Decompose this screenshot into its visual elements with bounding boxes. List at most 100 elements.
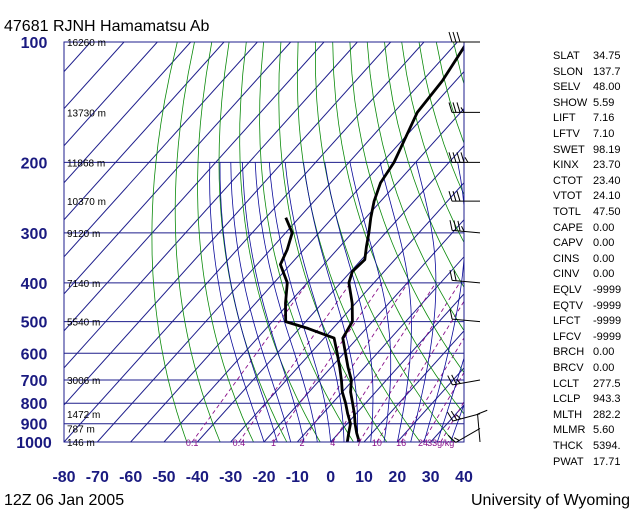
isotherm-line <box>64 42 258 258</box>
index-value: 24.10 <box>593 190 621 203</box>
index-name: MLMR <box>553 424 586 437</box>
index-name: CINS <box>553 252 580 265</box>
wind-barb-staff <box>452 413 481 422</box>
wind-barb-full-feather <box>447 411 454 422</box>
wind-barb-full-feather <box>456 191 461 202</box>
index-name: VTOT <box>553 190 583 203</box>
wind-barb-full-feather <box>452 191 457 202</box>
index-value: -9999 <box>593 299 622 312</box>
index-value: 282.2 <box>593 408 621 421</box>
moist-adiabat-line <box>230 162 292 442</box>
pressure-tick-label: 500 <box>21 315 48 332</box>
index-value: 17.71 <box>593 455 621 468</box>
index-name: CTOT <box>553 174 583 187</box>
mixing-ratio-lines <box>191 282 464 442</box>
pressure-tick-label: 100 <box>21 35 48 52</box>
index-name: MLTH <box>553 408 583 421</box>
moist-adiabat-line <box>242 162 305 442</box>
mixing-ratio-line <box>376 300 464 442</box>
mixing-ratio-label: 0.1 <box>186 438 199 448</box>
index-value: 0.00 <box>593 268 615 281</box>
isotherm-line <box>396 367 464 442</box>
mixing-ratio-label: 7 <box>357 438 362 448</box>
moist-adiabat-line <box>349 162 392 442</box>
wind-barb <box>448 102 480 113</box>
pressure-tick-label: 1000 <box>16 435 52 452</box>
temperature-tick-label: -60 <box>119 469 142 486</box>
wind-barbs <box>447 31 488 443</box>
mixing-ratio-line <box>422 371 464 442</box>
isotherm-line <box>363 330 464 442</box>
wind-barb-full-feather <box>456 152 461 163</box>
wind-barb <box>448 191 480 202</box>
index-name: LFCV <box>553 330 582 343</box>
index-value: 0.00 <box>593 362 615 374</box>
moist-adiabat-line <box>450 403 464 442</box>
mixing-ratio-label: 33g/kg <box>427 438 454 448</box>
mixing-ratio-line <box>301 282 409 442</box>
wind-barb <box>447 374 481 386</box>
plot-frame <box>63 41 465 443</box>
mixing-ratio-line <box>440 400 464 442</box>
wind-barb-half-feather <box>456 414 462 420</box>
wind-barb-staff <box>452 279 481 284</box>
wind-barb-full-feather <box>460 152 465 163</box>
wind-barb-full-feather <box>452 152 457 163</box>
temperature-tick-label: 0 <box>326 469 335 486</box>
index-value: 7.10 <box>593 128 615 140</box>
pressure-tick-label: 700 <box>21 373 48 390</box>
pressure-tick-label: 300 <box>21 226 48 243</box>
index-value: -9999 <box>593 284 622 296</box>
height-label: 787 m <box>67 424 95 435</box>
wind-barb-half-feather <box>461 225 465 232</box>
moist-adiabat-line <box>254 162 318 442</box>
mixing-ratio-line <box>191 282 308 442</box>
temperature-tick-label: -80 <box>52 469 75 486</box>
isotherm-line <box>64 42 425 442</box>
moist-adiabat-line <box>268 162 332 442</box>
dry-adiabat-line <box>259 42 354 442</box>
moist-adiabat-line <box>284 162 345 442</box>
wind-barb-staff <box>452 229 481 234</box>
height-label: 146 m <box>67 438 95 449</box>
wind-barb-half-feather <box>453 437 460 441</box>
isotherm-line <box>130 70 464 442</box>
index-value: 0.00 <box>593 346 615 359</box>
wind-barb-full-feather <box>450 410 458 421</box>
index-name: LFTV <box>553 128 580 140</box>
wind-barb-full-feather <box>448 102 453 113</box>
chart-timestamp: 12Z 06 Jan 2005 <box>4 492 124 509</box>
index-name: CAPE <box>553 221 583 234</box>
wind-barb-staff <box>455 428 481 443</box>
index-name: TOTL <box>553 206 581 218</box>
wind-barb <box>448 152 480 163</box>
sounding-profiles <box>279 44 464 442</box>
index-value: 5394. <box>593 440 621 452</box>
wind-barb-staff <box>477 414 481 443</box>
wind-barb <box>449 220 481 234</box>
chart-title: 47681 RJNH Hamamatsu Ab <box>4 18 210 35</box>
index-name: SELV <box>553 81 581 94</box>
wind-barb-full-feather <box>449 308 453 320</box>
isotherm-line <box>263 219 464 442</box>
wind-barb-full-feather <box>448 31 453 43</box>
moist-adiabat-line <box>303 162 358 442</box>
index-value: -9999 <box>593 330 622 343</box>
pressure-tick-label: 800 <box>21 396 48 413</box>
height-label: 3006 m <box>67 376 100 387</box>
adiabat-lines <box>151 42 464 442</box>
index-value: 0.00 <box>593 221 615 234</box>
wind-barb-full-feather <box>477 409 488 415</box>
index-name: BRCH <box>553 346 585 359</box>
dry-adiabat-line <box>401 42 464 244</box>
index-value: 0.00 <box>593 237 615 250</box>
temperature-tick-label: -30 <box>219 469 242 486</box>
wind-barb-full-feather <box>447 434 457 443</box>
mixing-ratio-label: 2 <box>300 438 305 448</box>
moist-adiabat-line <box>219 162 278 442</box>
temperature-tick-label: 20 <box>388 469 406 486</box>
dry-adiabat-line <box>349 42 464 374</box>
wind-barb <box>449 308 481 323</box>
wind-barb-half-feather <box>460 107 465 113</box>
